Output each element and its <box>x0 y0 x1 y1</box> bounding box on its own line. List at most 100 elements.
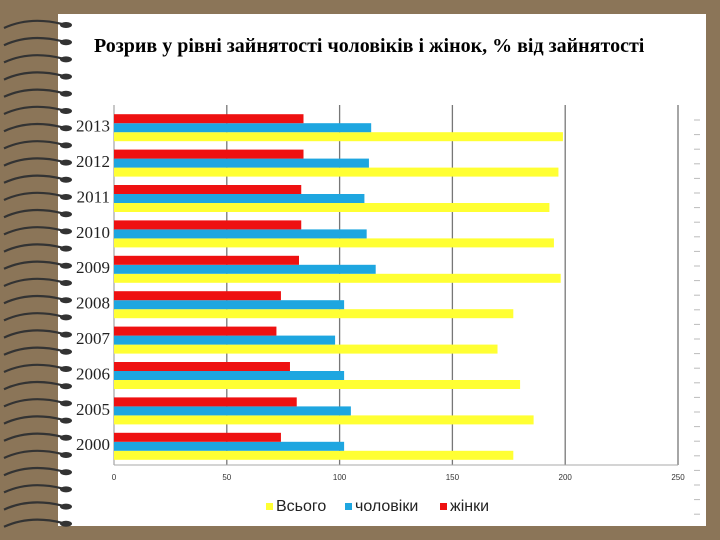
binding-ring <box>3 329 63 339</box>
binding-hole <box>60 331 72 338</box>
binding-hole <box>60 125 72 132</box>
binding-ring <box>3 312 63 322</box>
binding-ring <box>3 380 63 391</box>
bar <box>114 291 281 301</box>
binding-ring <box>3 226 63 236</box>
bar <box>114 406 351 416</box>
binding-hole <box>60 194 72 200</box>
bar <box>114 132 563 142</box>
binding-hole <box>60 314 72 321</box>
binding-ring <box>3 260 63 270</box>
bar <box>114 300 345 310</box>
binding-ring <box>3 105 63 115</box>
y-tick-label: 2009 <box>76 258 110 277</box>
binding-ring <box>3 122 63 133</box>
binding-hole <box>60 400 72 407</box>
binding-ring <box>3 346 63 356</box>
legend-label: жінки <box>450 498 489 515</box>
binding-ring <box>3 398 63 408</box>
y-tick-label: 2012 <box>76 152 110 171</box>
binding-hole <box>60 348 72 355</box>
x-tick-label: 100 <box>333 473 347 482</box>
bar <box>114 309 514 319</box>
binding-hole <box>60 228 72 235</box>
binding-ring <box>3 36 63 47</box>
bar <box>114 167 559 177</box>
x-tick-label: 0 <box>112 473 117 482</box>
binding-ring <box>3 466 63 477</box>
binding-hole <box>60 262 72 269</box>
legend-swatch <box>345 503 352 510</box>
binding-ring <box>3 54 63 64</box>
y-tick-label: 2011 <box>77 187 110 206</box>
binding-ring <box>3 484 63 494</box>
binding-hole <box>60 520 72 527</box>
bar <box>114 229 367 239</box>
binding-hole <box>60 211 72 218</box>
binding-ring <box>3 174 63 184</box>
bar <box>114 220 302 230</box>
binding-hole <box>60 366 72 372</box>
bar <box>114 380 521 389</box>
bar <box>114 344 498 354</box>
binding-hole <box>60 142 72 149</box>
legend-swatch <box>440 503 447 510</box>
bar <box>114 415 534 425</box>
y-tick-label: 2007 <box>76 329 111 348</box>
binding-hole <box>60 73 72 80</box>
bar <box>114 441 345 451</box>
bar <box>114 194 365 203</box>
x-tick-label: 50 <box>222 473 231 482</box>
binding-hole <box>60 417 72 424</box>
binding-hole <box>60 176 72 183</box>
legend-label: чоловіки <box>355 498 418 515</box>
binding-ring <box>3 157 63 167</box>
y-tick-label: 2000 <box>76 435 110 454</box>
binding-hole <box>60 56 72 63</box>
legend-label: Всього <box>276 498 326 515</box>
bar <box>114 335 336 345</box>
y-tick-label: 2006 <box>76 364 110 383</box>
bar <box>114 158 369 168</box>
binding-hole <box>60 280 72 286</box>
binding-hole <box>60 486 72 493</box>
binding-hole <box>60 90 72 97</box>
binding-ring <box>3 518 63 528</box>
binding-ring <box>3 432 63 442</box>
binding-hole <box>60 159 72 166</box>
bar <box>114 149 304 159</box>
y-tick-label: 2010 <box>76 223 110 242</box>
bar <box>114 450 514 460</box>
binding-hole <box>60 503 72 510</box>
chart-title: Розрив у рівні зайнятості чоловіків і жі… <box>94 35 645 57</box>
x-tick-label: 200 <box>559 473 573 482</box>
binding-ring <box>3 501 63 511</box>
y-tick-label: 2008 <box>76 294 110 313</box>
binding-ring <box>3 449 63 459</box>
bar <box>114 264 376 274</box>
binding-ring <box>3 71 63 81</box>
binding-ring <box>3 208 63 219</box>
bar <box>114 273 561 283</box>
binding-ring <box>3 294 63 305</box>
binding-ring <box>3 277 63 287</box>
binding-hole <box>60 108 72 114</box>
binding-ring <box>3 19 63 29</box>
binding-hole <box>60 245 72 252</box>
binding-ring <box>3 415 63 425</box>
bar <box>114 203 550 212</box>
binding-hole <box>60 39 72 46</box>
bar <box>114 362 290 371</box>
legend-swatch <box>266 503 273 510</box>
bar <box>114 371 345 380</box>
bar <box>114 432 281 442</box>
y-tick-label: 2005 <box>76 400 110 419</box>
binding-hole <box>60 22 72 28</box>
bar <box>114 185 302 194</box>
binding-hole <box>60 469 72 476</box>
binding-ring <box>3 363 63 373</box>
binding-hole <box>60 297 72 304</box>
bar <box>114 238 554 248</box>
